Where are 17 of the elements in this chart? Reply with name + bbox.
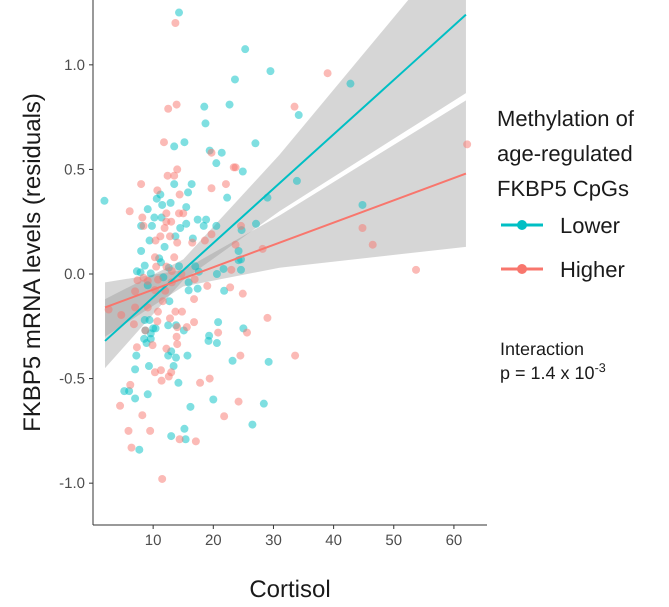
legend-title: Methylation of age-regulated FKBP5 CpGs (497, 106, 635, 201)
x-axis-title: Cortisol (249, 576, 331, 603)
y-tick-label: 0.0 (64, 266, 85, 284)
legend-label: Lower (560, 213, 620, 238)
y-tick-label: 0.5 (64, 161, 85, 178)
text: Interaction p = 1.4 x 10$^{-3}$ (500, 339, 606, 383)
x-tick-label: 20 (204, 532, 222, 549)
legend-label: Higher (560, 257, 625, 282)
x-tick-label: 30 (265, 532, 282, 549)
x-tick-label: 40 (325, 532, 342, 549)
x-tick-label: 10 (144, 532, 162, 549)
x-tick-label: 60 (446, 532, 462, 549)
y-axis-title: FKBP5 mRNA levels (residuals) (19, 93, 46, 432)
y-tick-label: -0.5 (59, 370, 85, 388)
y-tick-label: 1.0 (64, 56, 85, 74)
y-tick-label: -1.0 (59, 475, 85, 492)
x-tick-label: 50 (385, 532, 402, 549)
